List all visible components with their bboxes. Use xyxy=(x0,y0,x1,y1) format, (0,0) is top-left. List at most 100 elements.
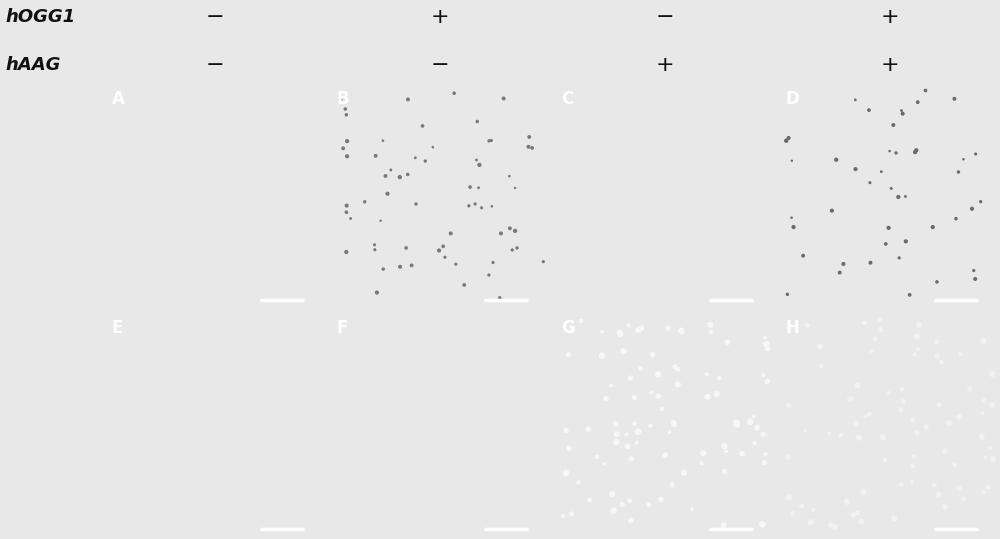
Point xyxy=(849,509,865,517)
Point xyxy=(813,362,829,370)
Point xyxy=(846,510,862,519)
Point xyxy=(580,425,596,433)
Point xyxy=(895,397,911,406)
Point xyxy=(760,344,776,353)
Point xyxy=(894,385,910,394)
Point xyxy=(670,365,686,374)
Point xyxy=(338,208,354,217)
Point xyxy=(375,136,391,145)
Point xyxy=(392,173,408,182)
Point xyxy=(946,460,962,469)
Point xyxy=(462,183,478,191)
Point xyxy=(662,428,678,437)
Point xyxy=(842,395,858,404)
Point xyxy=(826,523,842,531)
Point xyxy=(332,95,348,104)
Point xyxy=(734,449,750,458)
Point xyxy=(873,325,889,334)
Text: −: − xyxy=(206,55,225,75)
Point xyxy=(856,488,872,496)
Point xyxy=(337,105,353,113)
Point xyxy=(946,94,962,103)
Point xyxy=(339,137,355,146)
Point xyxy=(898,237,914,246)
Point xyxy=(644,388,660,397)
Point xyxy=(746,412,762,420)
Point xyxy=(951,484,967,493)
Point xyxy=(368,151,384,160)
Point xyxy=(626,419,642,428)
Point xyxy=(642,421,658,430)
Point xyxy=(964,204,980,213)
Point xyxy=(435,242,451,251)
Point xyxy=(604,490,620,499)
Point xyxy=(339,201,355,210)
Text: B: B xyxy=(336,91,349,108)
Point xyxy=(425,143,441,151)
Point xyxy=(941,419,957,427)
Point xyxy=(883,184,899,193)
Point xyxy=(716,521,732,529)
Point xyxy=(806,506,822,514)
Point xyxy=(910,345,926,354)
Point xyxy=(856,319,872,327)
Point xyxy=(758,340,774,349)
Point xyxy=(380,189,396,198)
Point xyxy=(784,156,800,165)
Point xyxy=(622,496,638,505)
Point xyxy=(377,171,393,180)
Point xyxy=(633,324,649,333)
Point xyxy=(755,430,771,438)
Point xyxy=(890,192,906,201)
Point xyxy=(520,142,536,151)
Point xyxy=(875,433,891,441)
Point xyxy=(861,106,877,114)
Point xyxy=(918,423,934,431)
Point xyxy=(657,451,673,460)
Point xyxy=(700,392,716,401)
Point xyxy=(975,488,991,496)
Point xyxy=(728,418,744,427)
Point xyxy=(369,288,385,297)
Point xyxy=(929,278,945,286)
Point xyxy=(780,401,796,410)
Point xyxy=(468,156,484,164)
Point xyxy=(670,380,686,389)
Point xyxy=(367,245,383,254)
Point xyxy=(785,509,801,517)
Point xyxy=(779,290,795,299)
Point xyxy=(968,150,984,158)
Point xyxy=(925,223,941,231)
Point xyxy=(645,350,661,359)
Point xyxy=(633,364,649,373)
Point xyxy=(555,512,571,520)
Point xyxy=(676,468,692,477)
Point xyxy=(622,374,638,382)
Point xyxy=(956,495,972,504)
Point xyxy=(905,462,921,471)
Text: +: + xyxy=(431,6,449,27)
Point xyxy=(474,204,490,212)
Point xyxy=(962,384,978,393)
Point xyxy=(757,450,773,458)
Text: A: A xyxy=(112,91,124,108)
Point xyxy=(778,136,794,145)
Point xyxy=(908,146,924,155)
Point xyxy=(937,502,953,511)
Point xyxy=(974,409,990,417)
Point xyxy=(967,275,983,284)
Point xyxy=(980,483,996,492)
Point xyxy=(398,244,414,252)
Point xyxy=(608,438,624,446)
Point xyxy=(985,455,1000,464)
Point xyxy=(367,240,383,249)
Point xyxy=(950,168,966,176)
Point xyxy=(786,223,802,231)
Point xyxy=(718,447,734,455)
Text: −: − xyxy=(431,55,449,75)
Point xyxy=(603,381,619,390)
Point xyxy=(881,389,897,397)
Point xyxy=(812,342,828,350)
Point xyxy=(729,420,745,429)
Point xyxy=(654,405,670,413)
